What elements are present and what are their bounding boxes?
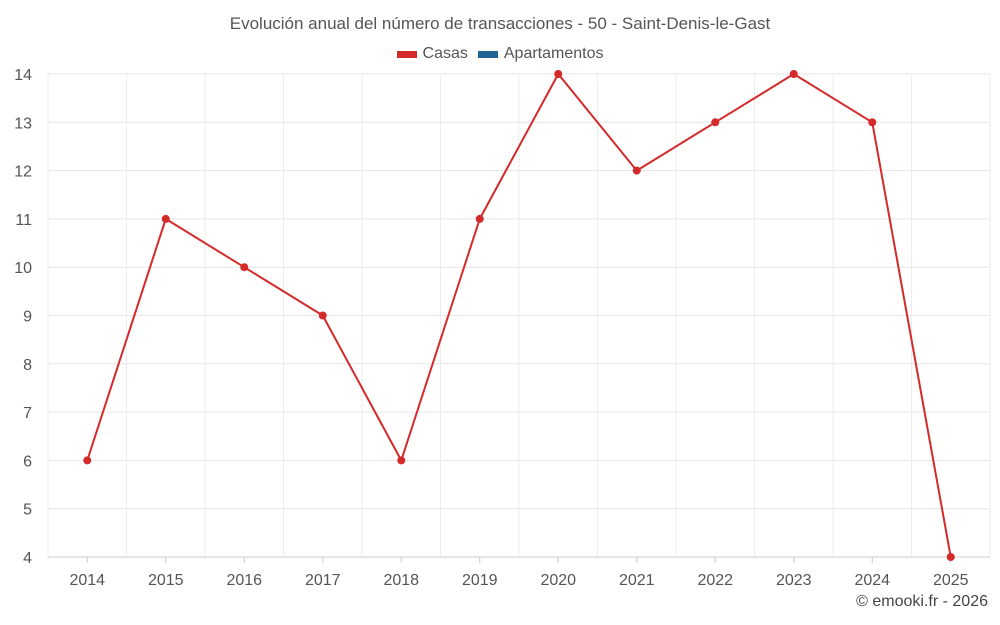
axes: 4 5 6 7 8 9 10 11 12 13 14 2014 2015 2016 2017 2018 2019… — [14, 67, 990, 589]
legend-swatch-casas — [396, 50, 417, 58]
x-tick-label: 2019 — [462, 572, 498, 589]
data-point-casas — [554, 70, 563, 78]
data-point-casas — [83, 456, 92, 465]
x-tick-label: 2017 — [305, 572, 341, 589]
x-tick-label: 2025 — [933, 572, 969, 589]
y-tick-label: 10 — [14, 260, 32, 277]
x-tick-label: 2014 — [69, 572, 105, 589]
x-tick-label: 2016 — [226, 572, 262, 589]
x-tick-label: 2018 — [383, 572, 419, 589]
y-tick-label: 7 — [23, 405, 32, 422]
data-point-casas — [946, 553, 955, 561]
y-tick-label: 14 — [14, 67, 32, 84]
x-tick-label: 2024 — [854, 572, 890, 589]
y-tick-label: 8 — [23, 357, 32, 374]
data-point-casas — [475, 214, 484, 223]
x-tick-label: 2020 — [540, 572, 576, 589]
credit-text: © emooki.fr - 2026 — [856, 593, 988, 610]
y-tick-label: 6 — [23, 453, 32, 470]
series — [83, 70, 955, 561]
legend-item-apartamentos[interactable]: Apartamentos — [477, 45, 604, 63]
data-point-casas — [240, 263, 249, 272]
legend-item-casas[interactable]: Casas — [396, 45, 468, 63]
data-point-casas — [789, 70, 798, 78]
data-point-casas — [397, 456, 406, 465]
y-tick-label: 4 — [23, 550, 32, 567]
legend-label-apartamentos: Apartamentos — [503, 45, 604, 62]
chart-legend: Casas Apartamentos — [0, 45, 1000, 63]
y-tick-label: 11 — [15, 212, 32, 229]
data-point-casas — [711, 118, 720, 127]
y-tick-label: 13 — [14, 115, 32, 132]
y-tick-label: 5 — [23, 502, 32, 519]
grid — [47, 73, 991, 558]
data-point-casas — [632, 166, 641, 175]
y-tick-label: 9 — [23, 309, 32, 326]
legend-swatch-apartamentos — [477, 50, 498, 58]
series-line-casas — [86, 73, 952, 558]
data-point-casas — [318, 311, 327, 320]
data-point-casas — [161, 214, 170, 223]
chart-title: Evolución anual del número de transaccio… — [229, 14, 771, 33]
data-point-casas — [868, 118, 877, 127]
x-tick-label: 2021 — [619, 572, 655, 589]
x-tick-label: 2022 — [697, 572, 733, 589]
y-tick-label: 12 — [14, 164, 32, 181]
x-tick-label: 2015 — [148, 572, 184, 589]
legend-label-casas: Casas — [422, 45, 468, 62]
x-tick-label: 2023 — [776, 572, 812, 589]
